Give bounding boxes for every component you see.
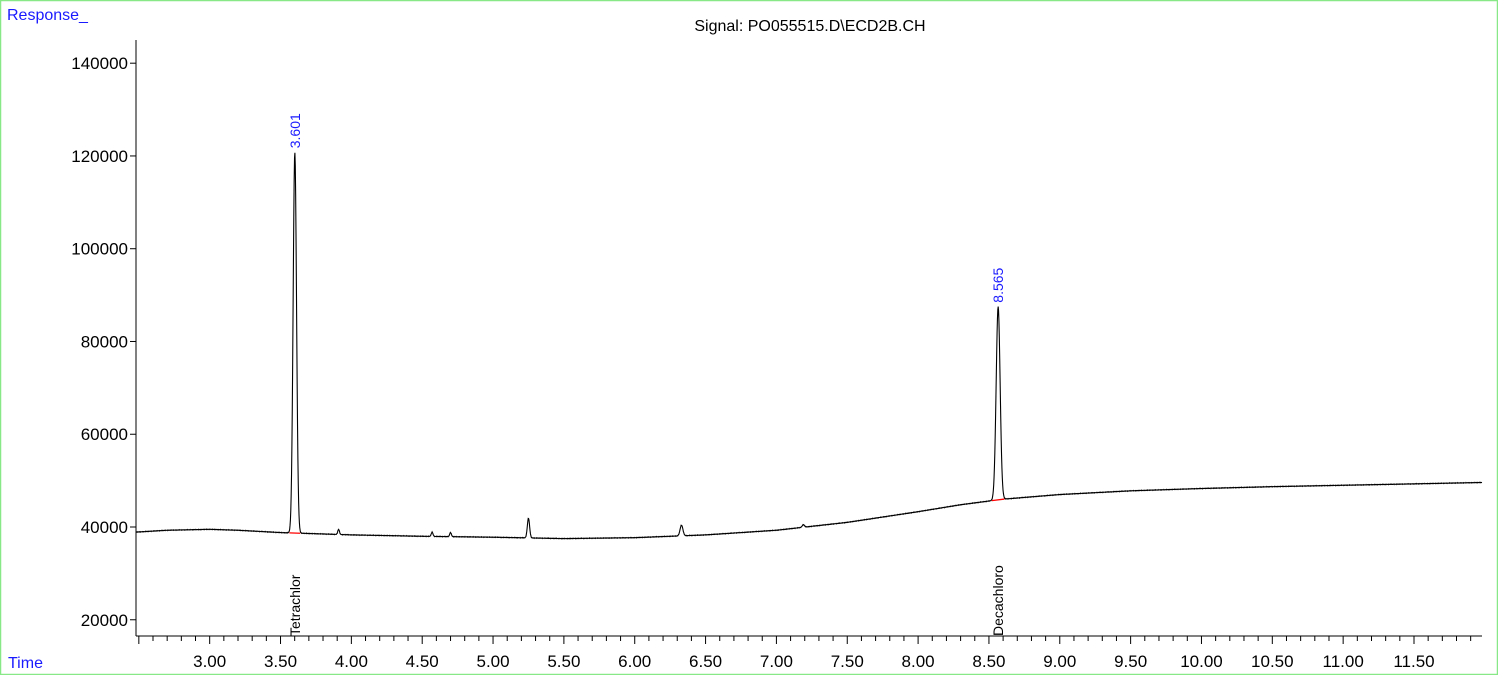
- y-tick-label: 80000: [81, 332, 128, 351]
- y-tick-label: 60000: [81, 425, 128, 444]
- x-tick-label: 7.00: [760, 652, 793, 671]
- x-tick-label: 6.00: [618, 652, 651, 671]
- x-tick-label: 10.00: [1180, 652, 1223, 671]
- x-tick-label: 8.00: [902, 652, 935, 671]
- peak-compound-label: Tetrachlor: [287, 574, 303, 636]
- x-tick-label: 8.50: [972, 652, 1005, 671]
- signal-trace: [135, 152, 1483, 540]
- x-tick-label: 7.50: [831, 652, 864, 671]
- x-axis-label: Time: [8, 655, 43, 672]
- peak-compound-label: Decachloro: [990, 565, 1006, 636]
- y-tick-label: 100000: [71, 240, 128, 259]
- x-tick-label: 5.00: [476, 652, 509, 671]
- y-axis-label: Response_: [7, 7, 88, 24]
- trace-layer: [135, 152, 1483, 540]
- x-tick-label: 3.50: [264, 652, 297, 671]
- chart-title: Signal: PO055515.D\ECD2B.CH: [694, 18, 926, 35]
- peak-rt-label: 3.601: [287, 113, 303, 148]
- x-tick-label: 5.50: [547, 652, 580, 671]
- axes: 20000 40000 60000 80000 100000 120000 140000 3.…: [71, 40, 1482, 671]
- labels-layer: 3.601 Tetrachlor 8.565 Decachloro: [287, 113, 1006, 636]
- y-tick-label: 40000: [81, 518, 128, 537]
- x-tick-label: 3.00: [193, 652, 226, 671]
- integration-baseline: [991, 498, 1005, 502]
- x-tick-label: 4.50: [406, 652, 439, 671]
- y-tick-label: 140000: [71, 54, 128, 73]
- peak-rt-label: 8.565: [990, 267, 1006, 302]
- x-tick-label: 4.00: [335, 652, 368, 671]
- x-tick-label: 10.50: [1251, 652, 1294, 671]
- x-tick-label: 9.50: [1114, 652, 1147, 671]
- x-tick-label: 11.50: [1393, 652, 1434, 671]
- y-tick-label: 120000: [71, 147, 128, 166]
- x-tick-label: 9.00: [1043, 652, 1076, 671]
- x-tick-label: 11.00: [1323, 652, 1364, 671]
- y-tick-label: 20000: [81, 611, 128, 630]
- x-tick-label: 6.50: [689, 652, 722, 671]
